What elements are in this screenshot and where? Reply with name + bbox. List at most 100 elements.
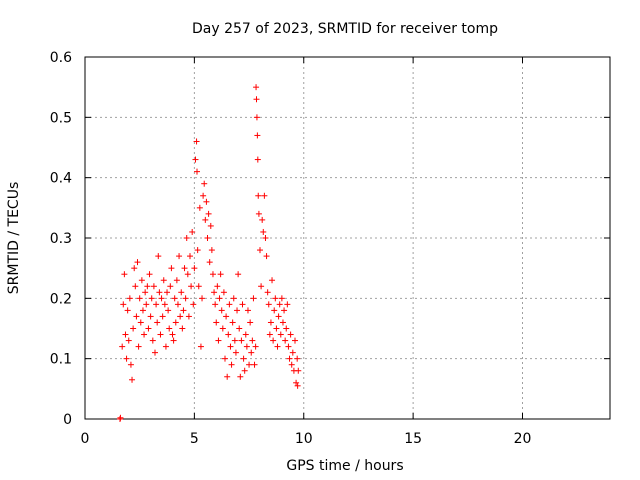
data-point [262,235,269,241]
data-point [171,295,178,302]
x-axis-label: GPS time / hours [286,458,403,474]
data-point [231,337,238,344]
data-point [213,319,220,326]
data-point [265,301,272,308]
y-axis-label: SRMTID / TECUs [6,182,22,295]
data-point [162,343,169,350]
data-point [178,289,185,296]
data-point [214,283,221,290]
data-point [222,355,228,362]
data-point [230,295,237,302]
data-point [288,361,295,368]
data-point [246,361,253,368]
data-point [263,253,270,260]
data-point [166,325,173,332]
data-point [155,253,162,260]
data-point [255,192,262,199]
data-point [254,132,261,139]
data-point [250,295,257,302]
data-point [179,325,186,332]
data-point [275,313,282,320]
data-point [167,283,174,290]
y-tick-label: 0.2 [50,291,72,307]
data-point [119,343,126,350]
data-point [146,271,153,278]
y-tick-label: 0 [63,412,72,428]
data-point [180,307,187,314]
data-point [123,355,130,362]
data-point [137,319,144,326]
data-point [285,343,292,350]
data-point [205,210,212,217]
data-point [269,277,276,284]
data-point [247,319,254,326]
data-point [168,265,175,272]
data-point [253,84,260,91]
data-point [259,216,266,223]
data-point [271,307,278,314]
data-point [172,319,179,326]
data-point [173,277,180,284]
data-point [182,295,189,302]
data-point [223,313,230,320]
data-point [218,307,225,314]
data-point [287,331,294,338]
data-point [177,313,184,320]
data-point [240,355,247,362]
data-point [191,265,198,272]
data-point [185,313,192,320]
data-point [241,367,248,374]
data-point [117,414,124,421]
data-point [255,210,262,217]
data-point [157,331,164,338]
data-point [174,301,181,308]
data-point [145,325,152,332]
data-point [203,198,210,205]
chart-title: Day 257 of 2023, SRMTID for receiver tom… [192,21,498,37]
x-ticks: 0 5 10 15 20 [81,57,531,447]
data-point [270,337,277,344]
data-point [249,337,256,344]
data-point [212,301,219,308]
x-tick-label: 0 [81,431,90,447]
data-point [220,289,227,296]
data-point [127,361,134,368]
data-point [253,114,260,121]
data-point [138,277,145,284]
data-point [170,337,177,344]
data-point [294,382,301,389]
data-point [161,301,168,308]
data-point [209,271,216,278]
data-point [215,337,222,344]
data-point [278,295,285,302]
data-point [232,349,239,356]
data-point [199,295,206,302]
data-point [219,325,226,332]
data-point [276,301,283,308]
data-point [176,253,183,260]
data-point [217,271,224,278]
data-point [141,331,148,338]
data-point [142,289,149,296]
data-point [125,337,132,344]
data-point [252,343,259,350]
data-point [152,349,158,356]
y-ticks: 0 0.1 0.2 0.3 0.4 0.5 0.6 [50,50,610,428]
data-point [136,295,143,302]
data-point [169,331,176,338]
data-point [160,277,167,284]
data-point [197,343,204,350]
data-point [253,96,260,103]
data-point [292,337,298,344]
x-tick-label: 5 [190,431,199,447]
data-point [274,343,281,350]
data-point [228,361,235,368]
data-point [194,247,201,254]
data-point [135,343,142,350]
data-point [121,271,128,278]
data-point [192,156,199,163]
data-point [133,313,140,320]
data-point [283,325,290,332]
data-point [282,337,289,344]
data-point [149,337,156,344]
